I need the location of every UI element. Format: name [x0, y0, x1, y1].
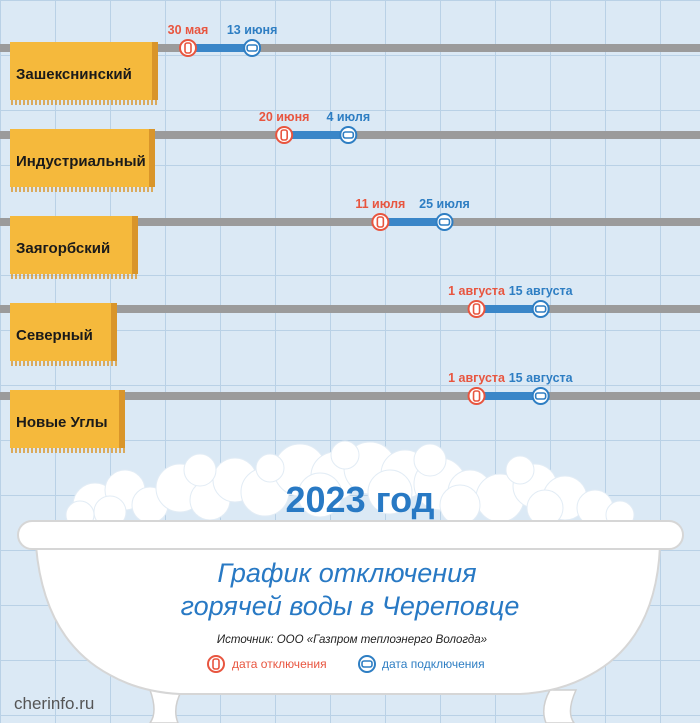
- on-marker: [531, 387, 550, 405]
- watermark: cherinfo.ru: [14, 694, 94, 713]
- outage-segment: [188, 44, 253, 52]
- schedule-row: Северный 1 августа 15 августа: [0, 284, 700, 366]
- off-marker: [179, 39, 197, 57]
- bathtub-body: [34, 545, 662, 695]
- schedule-row: Индустриальный 20 июня 4 июля: [0, 110, 700, 192]
- outage-segment: [284, 131, 349, 139]
- off-date-label: 20 июня: [259, 110, 310, 124]
- bathtub: [17, 520, 684, 723]
- towel-fold: [132, 216, 138, 274]
- schedule-rows: Зашекснинский 30 мая 13 июня Индустриальный…: [0, 23, 700, 453]
- district-label: Северный: [16, 327, 93, 344]
- schedule-row: Заягорбский 11 июля 25 июля: [0, 197, 700, 279]
- towel-fold: [111, 303, 117, 361]
- foam-bubble: [505, 455, 535, 485]
- foam-bubble: [367, 469, 413, 515]
- bathtub-foot-right: [543, 689, 578, 723]
- district-label: Новые Углы: [16, 414, 108, 431]
- towel-fold: [119, 390, 125, 448]
- towel-body: [10, 42, 158, 100]
- on-date-label: 4 июля: [326, 110, 370, 124]
- foam-bubble: [439, 484, 481, 526]
- towel-fold: [152, 42, 158, 100]
- legend: дата отключения дата подключения: [207, 655, 485, 673]
- towel-label: Индустриальный: [10, 129, 155, 192]
- foam-bubble: [183, 453, 217, 487]
- district-label: Индустриальный: [16, 153, 146, 170]
- schedule-row: Новые Углы 1 августа 15 августа: [0, 371, 700, 453]
- pipe: [0, 305, 700, 313]
- off-marker: [467, 387, 486, 405]
- foam-bubble: [297, 472, 343, 518]
- bathtub-foot-left: [148, 689, 184, 723]
- towel-label: Новые Углы: [10, 390, 125, 453]
- on-date-label: 25 июля: [419, 197, 470, 211]
- district-label: Заягорбский: [16, 240, 110, 257]
- off-date-label: 30 мая: [168, 23, 209, 37]
- pipe: [0, 392, 700, 400]
- on-date-label: 15 августа: [509, 371, 574, 385]
- outage-segment: [380, 218, 445, 226]
- towel-body: [10, 129, 155, 187]
- off-marker: [371, 213, 390, 231]
- source-note: Источник: ООО «Газпром теплоэнерго Волог…: [217, 634, 487, 646]
- towel-body: [10, 390, 125, 448]
- subtitle-line-2: горячей воды в Череповце: [181, 591, 520, 621]
- subtitle-line-1: График отключения: [217, 558, 476, 588]
- outage-segment: [476, 392, 541, 400]
- on-date-label: 13 июня: [227, 23, 278, 37]
- towel-label: Северный: [10, 303, 117, 366]
- off-marker: [467, 300, 486, 318]
- legend-off-label: дата отключения: [232, 657, 327, 671]
- year-title: 2023 год: [286, 479, 435, 520]
- pipe: [0, 44, 700, 52]
- on-marker: [243, 39, 262, 57]
- foam-bubble: [413, 443, 447, 477]
- pipe: [0, 218, 700, 226]
- off-date-label: 1 августа: [448, 284, 506, 298]
- foam-bubble: [255, 453, 285, 483]
- towel-fold: [149, 129, 155, 187]
- on-marker: [435, 213, 454, 231]
- district-label: Зашекснинский: [16, 66, 132, 83]
- bathtub-rim: [17, 520, 684, 550]
- towel-body: [10, 303, 117, 361]
- off-marker: [275, 126, 294, 144]
- legend-off-icon: [207, 655, 225, 673]
- on-marker: [339, 126, 358, 144]
- towel-label: Зашекснинский: [10, 42, 158, 105]
- outage-segment: [476, 305, 541, 313]
- towel-label: Заягорбский: [10, 216, 138, 279]
- on-marker: [531, 300, 550, 318]
- foam-bubble: [330, 440, 360, 470]
- legend-on-icon: [358, 655, 376, 673]
- off-date-label: 11 июля: [355, 197, 405, 211]
- on-date-label: 15 августа: [509, 284, 574, 298]
- off-date-label: 1 августа: [448, 371, 506, 385]
- legend-on-label: дата подключения: [382, 657, 485, 671]
- towel-body: [10, 216, 138, 274]
- schedule-row: Зашекснинский 30 мая 13 июня: [0, 23, 700, 105]
